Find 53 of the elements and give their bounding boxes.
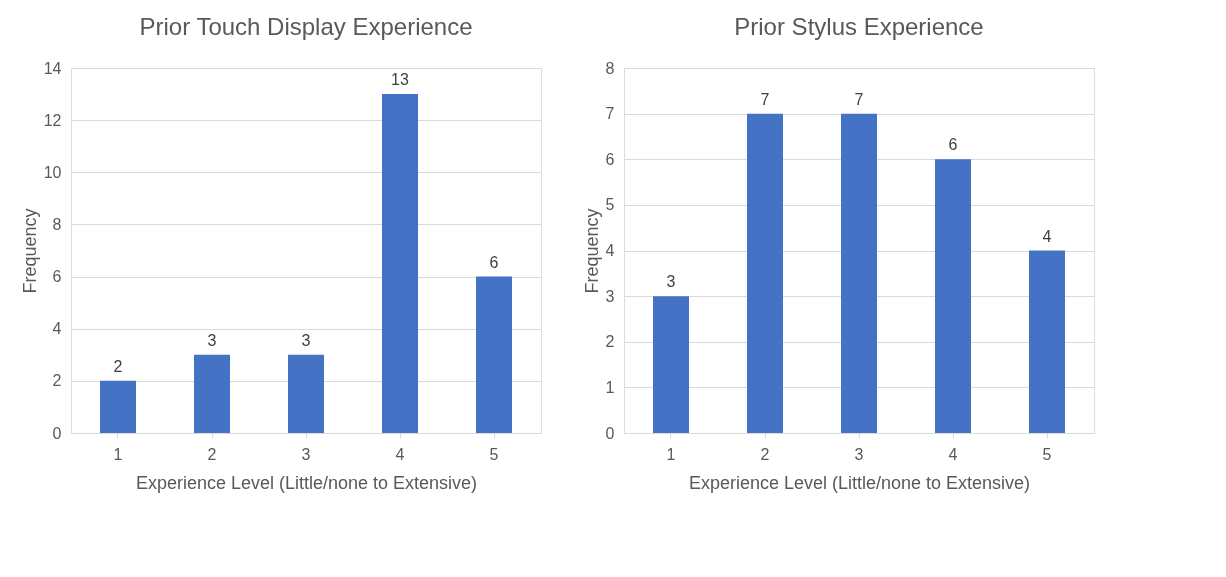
x-tick-label: 3 [854, 445, 864, 463]
y-tick-label: 4 [52, 320, 62, 338]
data-label: 6 [948, 136, 958, 154]
data-label: 3 [666, 273, 676, 291]
x-tick-label: 5 [1042, 445, 1052, 463]
data-label: 7 [854, 90, 864, 108]
data-label: 13 [391, 71, 409, 89]
x-tick-label: 1 [666, 445, 676, 463]
y-tick-label: 6 [605, 150, 615, 168]
y-tick-label: 4 [605, 242, 615, 259]
y-tick-label: 14 [43, 59, 62, 77]
x-tick-label: 2 [760, 445, 770, 463]
chart-title: Prior Touch Display Experience [139, 13, 473, 40]
y-tick-label: 3 [605, 287, 615, 305]
data-label: 3 [301, 331, 311, 349]
bar [100, 380, 136, 433]
y-tick-label: 8 [52, 215, 62, 233]
chart-title: Prior Stylus Experience [734, 13, 984, 40]
y-tick-label: 12 [43, 111, 62, 129]
y-axis-title: Frequency [19, 208, 40, 294]
x-tick-label: 4 [395, 445, 405, 463]
data-label: 4 [1042, 227, 1052, 245]
bar [194, 354, 230, 433]
x-tick-label: 3 [301, 445, 311, 463]
bar [841, 113, 877, 433]
data-label: 6 [489, 253, 499, 271]
y-axis-title: Frequency [581, 208, 602, 294]
bar [935, 159, 971, 433]
x-axis-title: Experience Level (Little/none to Extensive) [688, 472, 1031, 493]
bar [382, 94, 418, 433]
y-tick-label: 6 [52, 268, 62, 286]
y-tick-label: 7 [605, 105, 615, 123]
bar [476, 276, 512, 433]
y-tick-label: 0 [605, 424, 615, 442]
bar [288, 354, 324, 433]
x-tick-label: 5 [489, 445, 499, 463]
y-tick-label: 2 [52, 372, 62, 390]
x-tick-label: 1 [113, 445, 123, 463]
bar [653, 296, 689, 433]
bar [1029, 250, 1065, 433]
y-tick-label: 0 [52, 424, 62, 442]
x-axis-title: Experience Level (Little/none to Extensive) [135, 472, 478, 493]
y-tick-label: 8 [605, 59, 615, 77]
data-label: 7 [760, 90, 770, 108]
y-tick-label: 1 [605, 378, 615, 396]
y-tick-label: 5 [605, 196, 615, 214]
bar [747, 113, 783, 433]
data-label: 2 [113, 357, 123, 375]
x-tick-label: 2 [207, 445, 217, 463]
y-tick-label: 10 [43, 163, 62, 181]
x-tick-label: 4 [948, 445, 958, 463]
data-label: 3 [207, 331, 217, 349]
y-tick-label: 2 [605, 333, 615, 351]
